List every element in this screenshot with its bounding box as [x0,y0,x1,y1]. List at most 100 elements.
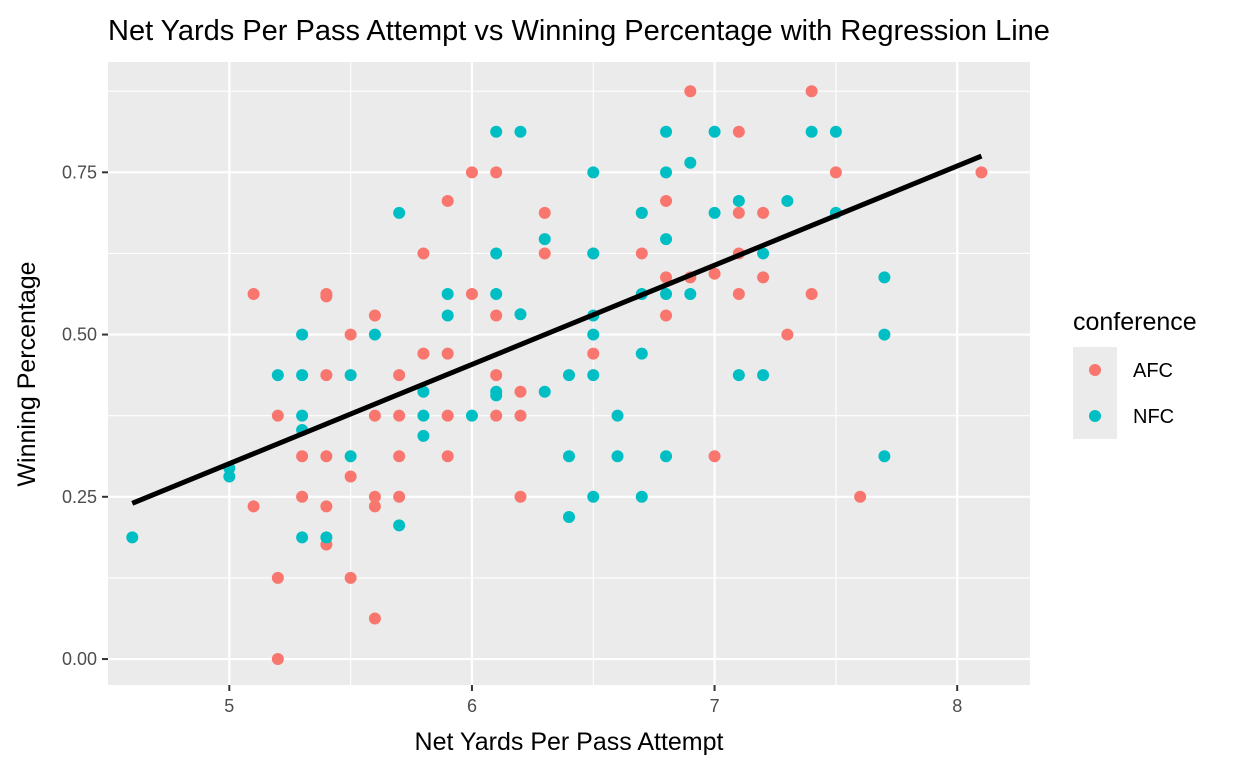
data-point-afc [805,85,818,98]
data-point-nfc [563,511,575,524]
data-point-nfc [563,450,575,463]
y-axis-title: Winning Percentage [13,261,41,486]
data-point-nfc [660,125,673,138]
data-point-nfc [538,233,551,246]
data-point-nfc [223,470,236,483]
data-point-nfc [271,369,284,382]
data-point-nfc [465,409,478,422]
data-point-nfc [684,288,697,301]
x-tick-label: 5 [224,696,234,716]
data-point-nfc [320,531,333,544]
data-point-afc [320,450,333,463]
data-point-nfc [660,166,673,179]
data-point-nfc [660,288,673,301]
data-point-nfc [587,247,600,260]
y-tick-label: 0.50 [62,325,97,345]
data-point-nfc [368,328,381,341]
data-point-afc [344,571,357,584]
data-point-afc [684,85,697,98]
data-point-afc [708,267,721,280]
data-point-nfc [296,369,309,382]
data-point-afc [441,194,454,207]
data-point-nfc [805,125,818,138]
legend-key-nfc [1089,410,1101,422]
y-tick-label: 0.25 [62,487,97,507]
data-point-nfc [441,288,454,301]
data-point-afc [465,288,478,301]
y-axis: 0.00 0.25 0.50 0.75 [62,162,108,669]
data-point-nfc [441,309,454,322]
y-tick-label: 0.00 [62,649,97,669]
data-point-afc [296,490,309,503]
legend: conference AFC NFC [1073,308,1197,439]
data-point-nfc [563,369,575,382]
data-point-afc [441,409,454,422]
data-point-afc [344,328,357,341]
y-tick-label: 0.75 [62,162,97,182]
data-point-nfc [878,450,891,463]
data-point-afc [514,409,527,422]
data-point-afc [247,288,260,301]
data-point-afc [660,309,673,322]
data-point-afc [393,409,406,422]
x-tick-label: 6 [467,696,477,716]
data-point-afc [490,409,503,422]
data-point-afc [490,166,503,179]
data-point-nfc [296,531,309,544]
data-point-nfc [878,271,891,284]
data-point-nfc [660,233,673,246]
data-point-nfc [708,125,721,138]
data-point-nfc [708,206,721,219]
data-point-nfc [878,328,891,341]
data-point-afc [296,450,309,463]
data-point-nfc [587,490,600,503]
data-point-afc [660,271,673,284]
data-point-afc [368,612,381,625]
legend-entries: AFC NFC [1089,360,1174,428]
data-point-nfc [490,389,503,402]
data-point-afc [393,490,406,503]
data-point-afc [708,450,721,463]
data-point-nfc [417,385,430,398]
data-point-afc [368,500,381,513]
data-point-afc [271,571,284,584]
data-point-nfc [514,125,527,138]
x-axis: 5 6 7 8 [224,685,962,716]
regression-line [131,153,983,506]
data-point-nfc [757,369,770,382]
data-point-nfc [538,385,551,398]
data-point-afc [465,166,478,179]
data-point-afc [660,194,673,207]
data-point-afc [635,247,648,260]
legend-key-afc [1089,364,1101,376]
data-point-nfc [732,194,745,207]
data-point-nfc [296,409,309,422]
chart-title: Net Yards Per Pass Attempt vs Winning Pe… [108,15,1050,47]
legend-title: conference [1073,308,1197,336]
data-point-afc [320,500,333,513]
data-point-nfc [417,409,430,422]
legend-label-nfc: NFC [1133,406,1174,428]
data-point-afc [781,328,794,341]
legend-label-afc: AFC [1133,360,1173,382]
data-point-afc [975,166,988,179]
data-point-nfc [514,308,527,321]
data-point-nfc [587,369,600,382]
data-point-afc [368,309,381,322]
data-point-afc [514,490,527,503]
data-point-nfc [635,347,648,360]
data-point-nfc [829,125,842,138]
data-point-nfc [393,206,406,219]
data-point-afc [587,347,600,360]
x-axis-title: Net Yards Per Pass Attempt [415,728,724,756]
data-point-nfc [344,450,357,463]
data-point-nfc [393,519,406,532]
data-point-afc [417,347,430,360]
data-point-nfc [684,156,697,169]
data-point-nfc [660,450,673,463]
x-tick-label: 7 [710,696,720,716]
data-point-nfc [344,369,357,382]
data-point-nfc [635,206,648,219]
data-point-afc [271,409,284,422]
